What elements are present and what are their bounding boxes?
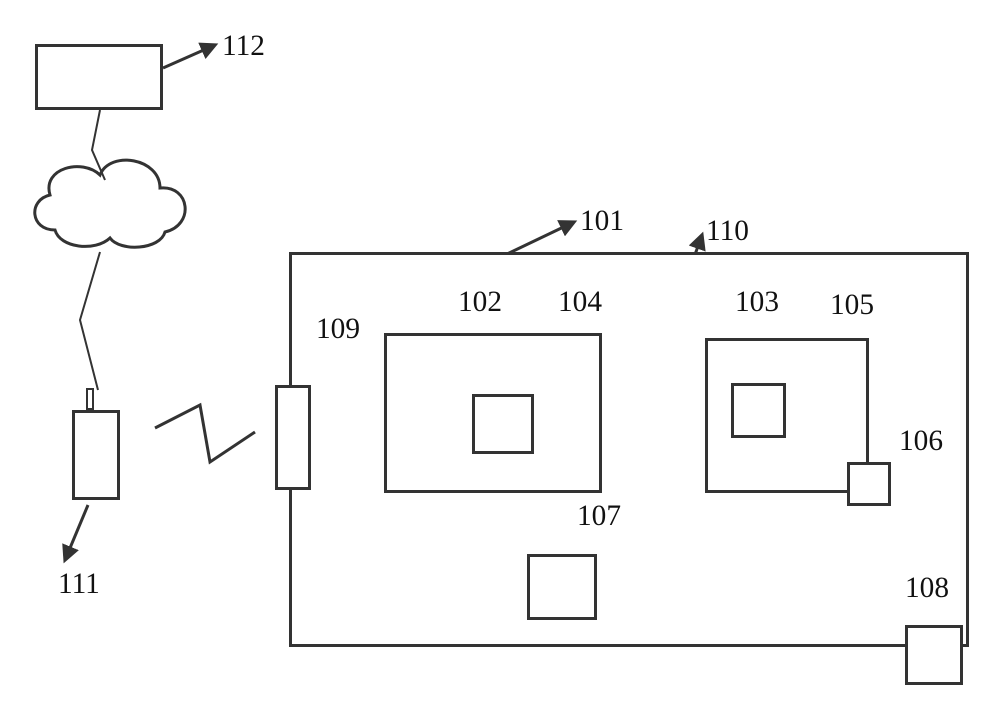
label-112: 112 bbox=[222, 30, 265, 63]
label-111: 111 bbox=[58, 568, 100, 601]
label-102: 102 bbox=[458, 286, 502, 319]
label-arrow-101 bbox=[505, 222, 574, 255]
node-box107 bbox=[527, 554, 597, 620]
label-106: 106 bbox=[899, 425, 943, 458]
label-arrow-111 bbox=[65, 505, 88, 560]
wireless-zigzag bbox=[155, 405, 255, 462]
node-box111 bbox=[72, 410, 120, 500]
node-antenna bbox=[86, 388, 94, 410]
label-107: 107 bbox=[577, 500, 621, 533]
cloud-icon bbox=[35, 160, 185, 247]
node-box106 bbox=[847, 462, 891, 506]
node-box103 bbox=[705, 338, 869, 493]
label-110: 110 bbox=[706, 215, 749, 248]
node-box109 bbox=[275, 385, 311, 490]
connector bbox=[80, 252, 100, 390]
node-box112 bbox=[35, 44, 163, 110]
label-arrow-112 bbox=[163, 45, 215, 68]
label-103: 103 bbox=[735, 286, 779, 319]
node-box108 bbox=[905, 625, 963, 685]
label-109: 109 bbox=[316, 313, 360, 346]
label-108: 108 bbox=[905, 572, 949, 605]
connector bbox=[92, 110, 105, 180]
label-101: 101 bbox=[580, 205, 624, 238]
node-box105 bbox=[731, 383, 786, 438]
diagram-stage: 112 101 110 102 104 103 105 106 109 107 108 111 bbox=[0, 0, 1000, 713]
label-105: 105 bbox=[830, 289, 874, 322]
label-104: 104 bbox=[558, 286, 602, 319]
node-box104 bbox=[472, 394, 534, 454]
